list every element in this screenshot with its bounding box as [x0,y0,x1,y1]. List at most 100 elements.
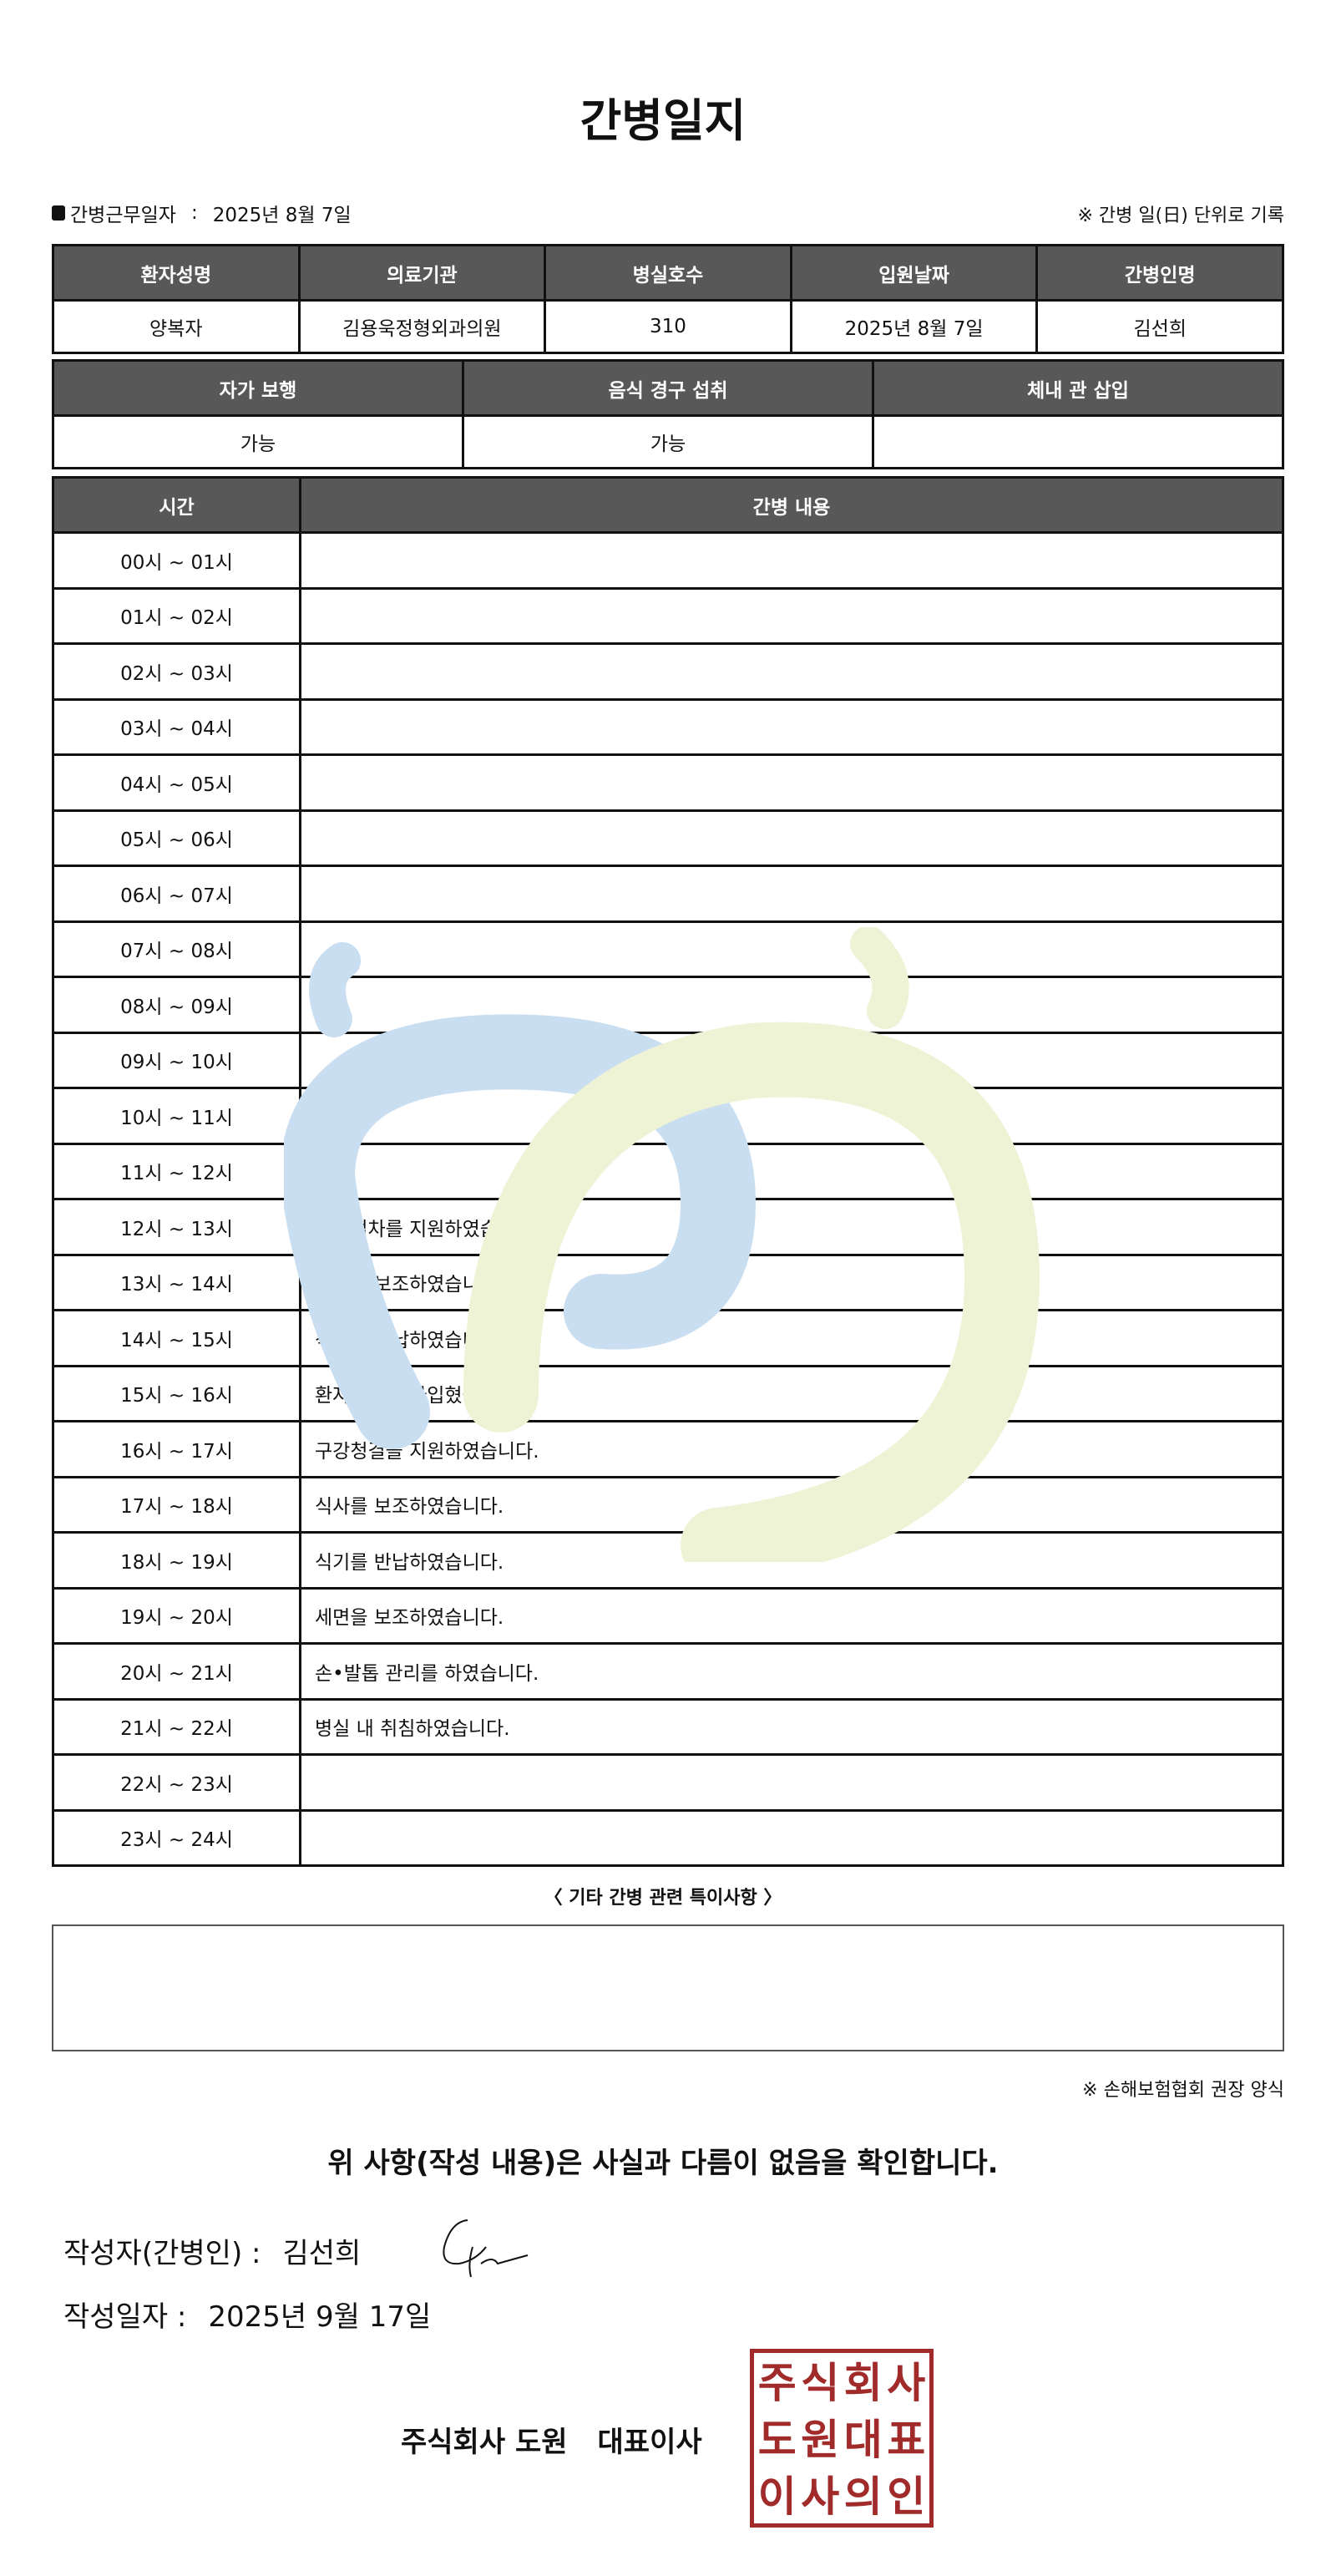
header-tube: 체내 관 삽입 [872,359,1284,417]
log-time: 09시 ~ 10시 [52,1031,301,1089]
signature-image [443,2219,529,2278]
log-row: 09시 ~ 10시 [52,1031,1284,1089]
caregiver: 김선희 [1035,299,1284,354]
written-date-line: 작성일자 : 2025년 9월 17일 [63,2294,431,2335]
special-notes-box [52,1924,1284,2051]
log-content: 식기를 반납하였습니다. [299,1309,1284,1367]
seal-char: 인 [887,2472,926,2521]
header-oral-intake: 음식 경구 섭취 [462,359,874,417]
seal-char: 원 [801,2416,840,2464]
log-content [299,809,1284,867]
log-time: 22시 ~ 23시 [52,1753,301,1812]
log-time: 15시 ~ 16시 [52,1364,301,1422]
log-time: 08시 ~ 09시 [52,976,301,1034]
company-name: 주식회사 도원 [401,2426,568,2459]
log-row: 06시 ~ 07시 [52,865,1284,923]
patient-name: 양복자 [52,299,301,354]
log-row: 17시 ~ 18시 식사를 보조하였습니다. [52,1475,1284,1534]
care-date-value: 2025년 8월 7일 [212,205,352,226]
log-content: 식사를 보조하였습니다. [299,1475,1284,1534]
log-row: 08시 ~ 09시 [52,976,1284,1034]
log-content: 식사를 보조하였습니다. [299,1253,1284,1311]
company-role: 대표이사 [597,2426,702,2459]
header-caregiver: 간병인명 [1035,244,1284,302]
log-row: 07시 ~ 08시 [52,920,1284,978]
log-row: 14시 ~ 15시 식기를 반납하였습니다. [52,1309,1284,1367]
written-date-label: 작성일자 : [63,2300,187,2334]
log-time: 02시 ~ 03시 [52,642,301,701]
log-content [299,531,1284,590]
care-log-table: 시간 간병 내용 00시 ~ 01시 01시 ~ 02시 02시 ~ 03시 03시 … [52,476,1284,1867]
log-content: 세면을 보조하였습니다. [299,1586,1284,1645]
log-time: 01시 ~ 02시 [52,586,301,645]
header-content: 간병 내용 [299,476,1284,534]
patient-info-table: 환자성명 의료기관 병실호수 입원날짜 간병인명 양복자 김용욱정형외과의원 3… [52,244,1284,354]
log-time: 16시 ~ 17시 [52,1420,301,1478]
log-content: 구강청결을 지원하였습니다. [299,1420,1284,1478]
header-time: 시간 [52,476,301,534]
log-time: 07시 ~ 08시 [52,920,301,978]
log-content [299,1031,1284,1089]
log-time: 14시 ~ 15시 [52,1309,301,1367]
care-date-label: 간병근무일자 [70,205,176,226]
log-time: 06시 ~ 07시 [52,865,301,923]
seal-char: 사 [801,2472,840,2521]
log-time: 13시 ~ 14시 [52,1253,301,1311]
header-room: 병실호수 [544,244,792,302]
header-hospital: 의료기관 [297,244,547,302]
log-row: 22시 ~ 23시 [52,1753,1284,1812]
log-time: 23시 ~ 24시 [52,1808,301,1867]
log-row: 20시 ~ 21시 손•발톱 관리를 하였습니다. [52,1642,1284,1701]
patient-status-table: 자가 보행 음식 경구 섭취 체내 관 삽입 가능 가능 [52,359,1284,469]
log-content [299,865,1284,923]
log-row: 11시 ~ 12시 [52,1142,1284,1200]
square-bullet-icon [52,205,65,221]
hospital: 김용욱정형외과의원 [297,299,547,354]
log-content [299,642,1284,701]
form-source-note: ※ 손해보험협회 권장 양식 [1082,2080,1284,2101]
log-time: 12시 ~ 13시 [52,1198,301,1256]
header-walking: 자가 보행 [52,359,464,417]
log-time: 11시 ~ 12시 [52,1142,301,1200]
writer-label: 작성자(간병인) : [63,2237,261,2270]
log-time: 21시 ~ 22시 [52,1697,301,1756]
seal-char: 식 [801,2359,840,2407]
seal-char: 의 [843,2472,883,2521]
log-time: 19시 ~ 20시 [52,1586,301,1645]
writer-name: 김선희 [282,2237,362,2270]
seal-char: 이 [757,2472,797,2521]
care-date-sep: : [190,202,198,224]
seal-char: 사 [887,2359,926,2407]
care-date-line: 간병근무일자 : 2025년 8월 7일 [52,199,352,227]
log-content: 손•발톱 관리를 하였습니다. [299,1642,1284,1701]
seal-char: 대 [843,2416,883,2464]
page-title: 간병일지 [579,94,747,147]
admission-date: 2025년 8월 7일 [789,299,1039,354]
seal-char: 도 [757,2416,797,2464]
room: 310 [544,299,792,354]
log-content [299,753,1284,812]
confirmation-statement: 위 사항(작성 내용)은 사실과 다름이 없음을 확인합니다. [327,2147,999,2180]
log-time: 20시 ~ 21시 [52,1642,301,1701]
log-time: 00시 ~ 01시 [52,531,301,590]
log-row: 10시 ~ 11시 [52,1087,1284,1145]
log-content [299,586,1284,645]
log-row: 23시 ~ 24시 [52,1808,1284,1867]
log-content [299,920,1284,978]
log-row: 02시 ~ 03시 [52,642,1284,701]
log-content [299,1808,1284,1867]
oral-intake: 가능 [462,414,874,469]
log-row: 00시 ~ 01시 [52,531,1284,590]
company-line: 주식회사 도원 대표이사 [401,2419,702,2460]
log-time: 03시 ~ 04시 [52,697,301,756]
log-time: 18시 ~ 19시 [52,1531,301,1590]
log-time: 17시 ~ 18시 [52,1475,301,1534]
log-row: 21시 ~ 22시 병실 내 취침하였습니다. [52,1697,1284,1756]
log-row: 05시 ~ 06시 [52,809,1284,867]
log-row: 04시 ~ 05시 [52,753,1284,812]
log-time: 10시 ~ 11시 [52,1087,301,1145]
log-row: 03시 ~ 04시 [52,697,1284,756]
tube [872,414,1284,469]
log-content [299,1142,1284,1200]
